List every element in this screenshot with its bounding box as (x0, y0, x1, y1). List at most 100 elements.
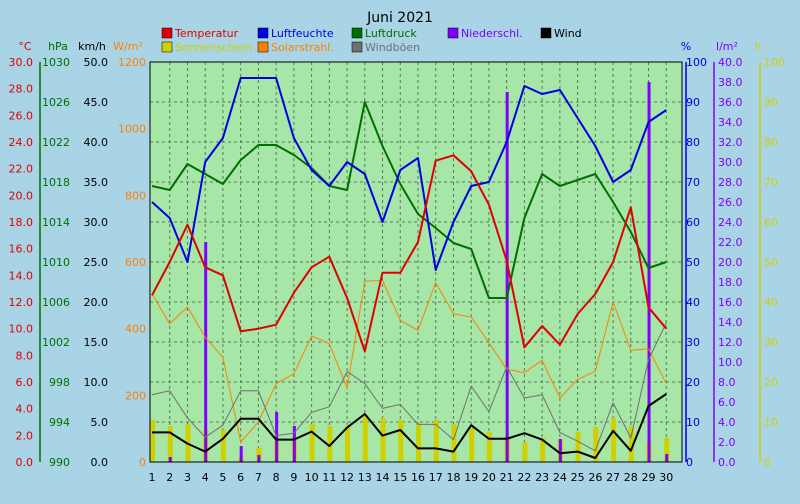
humidity-tick-label: 40 (686, 296, 700, 309)
sunshine-bar (575, 432, 581, 462)
precipitation-tick-label: 22.0 (718, 236, 743, 249)
solar-unit-label: W/m² (113, 40, 143, 53)
humidity-tick-label: 60 (686, 216, 700, 229)
pressure-tick-label: 1014 (42, 216, 70, 229)
humidity-tick-label: 30 (686, 336, 700, 349)
precipitation-tick-label: 4.0 (718, 416, 736, 429)
sunshine-tick-label: 50 (764, 256, 778, 269)
sunshine-bar (522, 442, 528, 462)
series-line (151, 322, 667, 452)
x-tick-label: 21 (500, 471, 514, 484)
temperature-tick-label: 6.0 (16, 376, 34, 389)
legend-label: Windböen (365, 41, 420, 54)
humidity-tick-label: 80 (686, 136, 700, 149)
precipitation-bar (665, 454, 669, 462)
precipitation-bar (204, 242, 208, 462)
legend-swatch (447, 27, 459, 39)
wind-tick-label: 20.0 (84, 296, 109, 309)
x-tick-label: 28 (624, 471, 638, 484)
sunshine-tick-label: 90 (764, 96, 778, 109)
precipitation-bar (168, 457, 172, 462)
temperature-tick-label: 4.0 (16, 403, 34, 416)
wind-tick-label: 25.0 (84, 256, 109, 269)
pressure-tick-label: 994 (49, 416, 70, 429)
solar-tick-label: 600 (125, 256, 146, 269)
temperature-tick-label: 28.0 (9, 83, 34, 96)
x-tick-label: 26 (588, 471, 602, 484)
sunshine-bar (664, 438, 670, 462)
legend-swatch (351, 41, 363, 53)
sunshine-tick-label: 60 (764, 216, 778, 229)
x-tick-label: 24 (553, 471, 567, 484)
x-tick-label: 20 (482, 471, 496, 484)
x-tick-label: 14 (376, 471, 390, 484)
pressure-tick-label: 1006 (42, 296, 70, 309)
precipitation-tick-label: 34.0 (718, 116, 743, 129)
sunshine-bar (611, 418, 617, 462)
x-tick-label: 18 (446, 471, 460, 484)
wind-tick-label: 50.0 (84, 56, 109, 69)
x-tick-label: 2 (166, 471, 173, 484)
series-line (151, 101, 667, 299)
pressure-tick-label: 1018 (42, 176, 70, 189)
axes: 0.0 2.0 4.0 6.0 8.0 10.0 12.0 14.0 16.0 18.0 20.0 2… (9, 40, 786, 469)
sunshine-bar (167, 426, 173, 462)
legend-label: Luftdruck (365, 27, 417, 40)
temperature-tick-label: 14.0 (9, 269, 34, 282)
pressure-tick-label: 1022 (42, 136, 70, 149)
wind-unit-label: km/h (78, 40, 106, 53)
sunshine-bar (451, 424, 457, 462)
x-tick-label: 22 (517, 471, 531, 484)
legend-swatch (540, 27, 552, 39)
precipitation-tick-label: 14.0 (718, 316, 743, 329)
x-tick-label: 3 (184, 471, 191, 484)
sunshine-bar (593, 426, 599, 462)
legend-swatch (351, 27, 363, 39)
precipitation-tick-label: 6.0 (718, 396, 736, 409)
pressure-unit-label: hPa (48, 40, 68, 53)
sunshine-tick-label: 40 (764, 296, 778, 309)
sunshine-tick-label: 20 (764, 376, 778, 389)
sunshine-bar (469, 428, 475, 462)
pressure-tick-label: 1030 (42, 56, 70, 69)
solar-tick-label: 1200 (118, 56, 146, 69)
wind-tick-label: 5.0 (91, 416, 109, 429)
temperature-tick-label: 8.0 (16, 349, 34, 362)
humidity-tick-label: 0 (686, 456, 693, 469)
temperature-tick-label: 12.0 (9, 296, 34, 309)
sunshine-tick-label: 80 (764, 136, 778, 149)
series-line (152, 393, 667, 459)
precipitation-tick-label: 38.0 (718, 76, 743, 89)
precipitation-unit-label: l/m² (716, 40, 738, 53)
sunshine-unit-label: h (755, 40, 762, 53)
sunshine-bar (486, 432, 492, 462)
sunshine-bar (380, 418, 386, 462)
x-tick-label: 10 (305, 471, 319, 484)
x-tick-label: 7 (255, 471, 262, 484)
sunshine-bar (416, 424, 421, 462)
solar-tick-label: 0 (139, 456, 146, 469)
sunshine-bar (433, 420, 439, 462)
wind-tick-label: 30.0 (84, 216, 109, 229)
x-tick-label: 27 (606, 471, 620, 484)
sunshine-tick-label: 70 (764, 176, 778, 189)
x-tick-label: 6 (237, 471, 244, 484)
precipitation-tick-label: 40.0 (718, 56, 743, 69)
temperature-tick-label: 10.0 (9, 323, 34, 336)
precipitation-tick-label: 0.0 (718, 456, 736, 469)
precipitation-tick-label: 18.0 (718, 276, 743, 289)
sunshine-bar (327, 426, 333, 462)
temperature-tick-label: 18.0 (9, 216, 34, 229)
x-tick-label: 16 (411, 471, 425, 484)
humidity-tick-label: 100 (686, 56, 707, 69)
precipitation-bar (292, 426, 296, 462)
precipitation-tick-label: 10.0 (718, 356, 743, 369)
wind-tick-label: 15.0 (84, 336, 109, 349)
sunshine-bar (345, 426, 351, 462)
precipitation-bar (257, 455, 261, 462)
pressure-tick-label: 998 (49, 376, 70, 389)
humidity-tick-label: 50 (686, 256, 700, 269)
temperature-unit-label: °C (18, 40, 32, 53)
wind-tick-label: 40.0 (84, 136, 109, 149)
